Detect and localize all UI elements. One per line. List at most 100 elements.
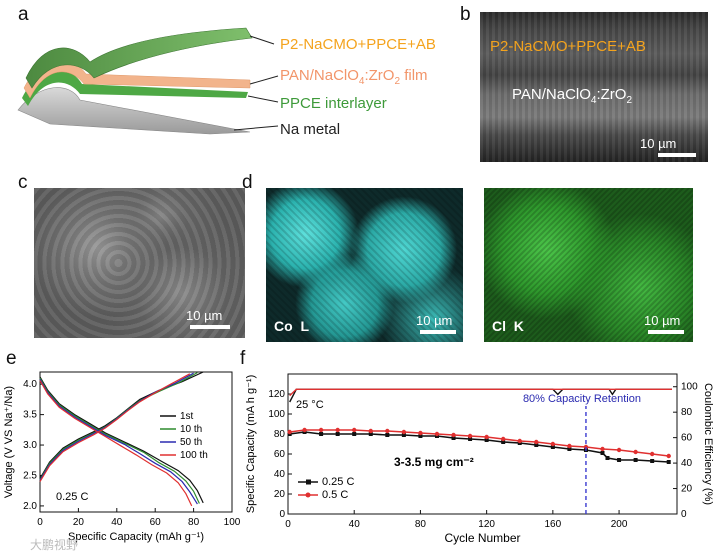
panel-label-d: d — [242, 172, 253, 193]
f-data-point — [468, 437, 473, 441]
f-data-point — [617, 458, 622, 462]
f-series-line — [289, 388, 672, 397]
f-data-point — [451, 436, 456, 440]
f-y2-tick-label: 20 — [681, 484, 693, 495]
layer-label-na: Na metal — [280, 121, 340, 138]
e-series-charge — [39, 371, 204, 479]
c-scale-text: 10 µm — [186, 308, 223, 323]
panel-a-schematic: P2-NaCMO+PPCE+AB PAN/NaClO4:ZrO2 film PP… — [17, 27, 436, 138]
layer-label-cathode: P2-NaCMO+PPCE+AB — [280, 36, 436, 53]
f-retention-annotation: 80% Capacity Retention — [523, 393, 641, 405]
f-y-tick-label: 120 — [268, 389, 285, 400]
f-data-point — [633, 458, 638, 462]
f-data-point — [633, 449, 638, 455]
f-data-point — [500, 436, 506, 442]
f-data-point — [418, 434, 423, 438]
cl-scale-text: 10 µm — [644, 313, 681, 328]
e-series-charge — [39, 372, 194, 481]
b-scale-bar — [658, 153, 696, 157]
f-data-point — [467, 433, 473, 439]
f-y-tick-label: 40 — [274, 469, 286, 480]
f-data-point — [534, 439, 539, 445]
e-x-tick-label: 0 — [37, 517, 43, 528]
f-x-axis-label: Cycle Number — [444, 531, 520, 545]
f-data-point — [650, 459, 655, 463]
f-data-point — [649, 451, 655, 457]
panel-label-f: f — [240, 348, 246, 369]
f-data-point — [385, 428, 390, 434]
f-y-tick-label: 80 — [274, 429, 286, 440]
e-y-tick-label: 3.5 — [23, 410, 37, 421]
watermark: 大鹏视野 — [30, 538, 79, 552]
f-data-point — [418, 430, 423, 436]
f-y2-tick-label: 40 — [681, 458, 693, 469]
f-data-point — [401, 429, 407, 435]
e-series-charge — [39, 373, 191, 482]
chart-e-voltage-profile: 0 20 40 60 80 100 2.0 2.5 3.0 3.5 4.0 Specific Capa… — [3, 371, 240, 543]
cl-label: Cl K — [492, 318, 524, 334]
f-x-tick-label: 40 — [349, 519, 361, 530]
f-y-axis-label: Specific Capacity (mA h g⁻¹) — [245, 375, 257, 513]
f-y2-axis-label: Coulombic Efficiency (%) — [702, 383, 714, 505]
e-legend-label: 10 th — [180, 424, 202, 435]
f-data-point — [385, 433, 390, 437]
f-temperature-annotation: 25 °C — [296, 399, 324, 411]
f-y2-tick-label: 0 — [681, 509, 687, 520]
f-data-point — [319, 432, 324, 436]
e-legend-label: 100 th — [180, 450, 208, 461]
f-data-point — [567, 443, 572, 449]
f-data-point — [501, 440, 506, 444]
panel-d-co-map: Co L 10 µm — [266, 188, 463, 342]
f-y2-tick-label: 100 — [681, 382, 698, 393]
cathode-layer — [25, 27, 253, 89]
panel-b-sem-image: P2-NaCMO+PPCE+AB PAN/NaClO4:ZrO2 10 µm — [480, 12, 708, 162]
panel-label-b: b — [460, 4, 471, 25]
f-data-point — [605, 456, 610, 460]
f-x-tick-label: 80 — [415, 519, 427, 530]
f-data-point — [434, 431, 440, 437]
f-data-point — [600, 451, 605, 455]
f-data-point — [335, 432, 340, 436]
f-data-point — [368, 428, 373, 434]
panel-label-c: c — [18, 172, 28, 193]
co-texture — [266, 188, 463, 342]
e-series-discharge — [39, 380, 193, 507]
e-x-axis-label: Specific Capacity (mAh g⁻¹) — [68, 531, 204, 543]
f-data-point — [352, 427, 357, 433]
f-data-point — [666, 460, 671, 464]
f-data-point — [567, 447, 572, 451]
e-legend-label: 1st — [180, 411, 194, 422]
f-plot-frame — [287, 373, 678, 515]
layer-label-interlayer: PPCE interlayer — [280, 95, 387, 112]
f-data-point — [287, 429, 292, 435]
f-data-point — [517, 438, 522, 444]
e-x-tick-label: 40 — [111, 517, 123, 528]
f-loading-annotation: 3-3.5 mg cm⁻² — [394, 455, 474, 469]
f-data-point — [534, 443, 539, 447]
f-legend-marker — [306, 479, 311, 485]
cl-scale-bar — [648, 330, 684, 334]
f-data-point — [318, 427, 324, 433]
e-x-tick-label: 60 — [150, 517, 162, 528]
e-series-discharge — [39, 379, 198, 505]
f-series-line — [289, 429, 669, 457]
b-scale-text: 10 µm — [640, 136, 677, 151]
f-x-tick-label: 200 — [611, 519, 628, 530]
f-data-point — [335, 427, 340, 433]
b-mid-label: PAN/NaClO4:ZrO2 — [512, 86, 633, 106]
b-top-label: P2-NaCMO+PPCE+AB — [490, 38, 646, 55]
f-data-point — [666, 453, 671, 459]
f-y2-tick-label: 60 — [681, 433, 693, 444]
f-legend-label: 0.25 C — [322, 476, 354, 488]
e-y-axis-label: Voltage (V VS Na⁺/Na) — [3, 386, 15, 498]
co-scale-text: 10 µm — [416, 313, 453, 328]
f-y-tick-label: 100 — [268, 409, 285, 420]
e-series-discharge — [39, 377, 200, 504]
panel-d-cl-map: Cl K 10 µm — [484, 188, 693, 342]
f-data-point — [401, 433, 406, 437]
f-data-point — [484, 438, 489, 442]
sem-texture — [480, 12, 708, 162]
c-scale-bar — [190, 325, 230, 329]
e-plot-frame — [39, 371, 233, 513]
e-x-tick-label: 100 — [224, 517, 240, 528]
